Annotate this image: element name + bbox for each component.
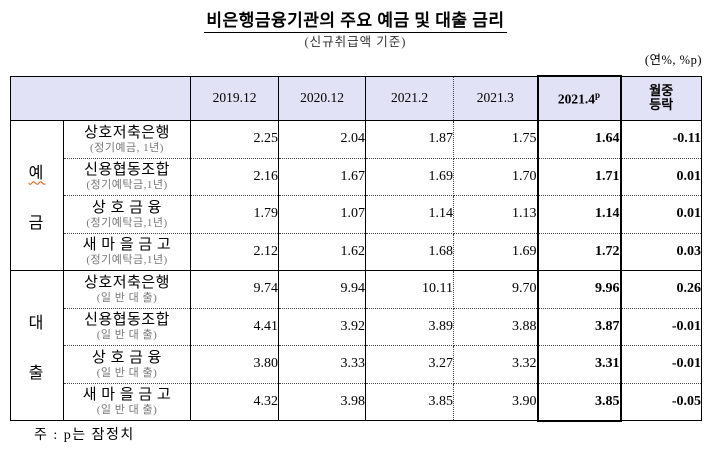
column-header-2019-12: 2019.12 (190, 75, 279, 121)
change-cell: -0.11 (620, 120, 702, 159)
rate-cell-provisional: 1.71 (536, 158, 622, 196)
table-row: 예 금 상호저축은행 (정기예금, 1년) 2.25 2.04 1.87 1.75… (10, 120, 702, 271)
rate-cell: 1.68 (365, 233, 454, 271)
rate-cell: 1.14 (365, 195, 454, 234)
table-row: 새 마 을 금 고 (정기예탁금,1년) 2.12 1.62 1.68 1.69 … (11, 233, 702, 271)
table-row: 대 출 상호저축은행 (일 반 대 출) 9.74 9.94 10.11 9.70… (10, 270, 702, 421)
rate-cell-provisional: 9.96 (536, 270, 622, 309)
rate-cell: 3.80 (190, 345, 279, 384)
row-label: 새 마 을 금 고 (정기예탁금,1년) (63, 233, 191, 271)
change-cell: 0.01 (620, 195, 702, 234)
rate-cell: 9.74 (190, 270, 279, 309)
row-label: 신용협동조합 (일 반 대 출) (63, 308, 191, 346)
column-header-2021-2: 2021.2 (365, 75, 454, 121)
rate-cell: 1.62 (278, 233, 366, 271)
footnote: 주 : p는 잠정치 (34, 428, 135, 443)
header-row: 2019.12 2020.12 2021.2 2021.3 2021.4p 월중… (10, 75, 702, 121)
rate-cell-provisional: 1.14 (536, 195, 622, 234)
provisional-superscript: p (595, 89, 601, 100)
row-label: 상호저축은행 (정기예금, 1년) (63, 120, 191, 159)
rate-cell: 3.88 (453, 308, 539, 346)
rate-cell-provisional: 3.31 (536, 345, 622, 384)
rate-cell: 2.16 (190, 158, 279, 196)
rate-cell: 1.69 (365, 158, 454, 196)
table-row: 신용협동조합 (정기예탁금,1년) 2.16 1.67 1.69 1.70 1.7… (11, 158, 702, 196)
rate-cell: 1.79 (190, 195, 279, 234)
rate-cell: 3.33 (278, 345, 366, 384)
rate-cell: 3.98 (278, 383, 366, 421)
rate-cell: 2.12 (190, 233, 279, 271)
rate-cell: 1.69 (453, 233, 539, 271)
rate-cell: 3.27 (365, 345, 454, 384)
rate-cell: 1.75 (453, 120, 539, 159)
change-cell: -0.05 (620, 383, 702, 421)
unit-note: (연%, %p) (644, 53, 702, 67)
rate-cell-provisional: 1.64 (536, 120, 622, 159)
row-label: 신용협동조합 (정기예탁금,1년) (63, 158, 191, 196)
rate-cell: 3.85 (365, 383, 454, 421)
rate-cell: 4.32 (190, 383, 279, 421)
rate-cell: 3.92 (278, 308, 366, 346)
rate-cell: 1.87 (365, 120, 454, 159)
table-row: 신용협동조합 (일 반 대 출) 4.41 3.92 3.89 3.88 3.87… (11, 308, 702, 346)
rate-cell: 9.94 (278, 270, 366, 309)
column-header-2021-4-label: 2021.4 (557, 91, 596, 107)
column-header-2021-4p: 2021.4p (536, 75, 622, 121)
page-title: 비은행금융기관의 주요 예금 및 대출 금리 (0, 6, 711, 33)
rate-cell: 1.70 (453, 158, 539, 196)
row-label: 상호저축은행 (일 반 대 출) (63, 270, 191, 309)
rate-cell: 2.04 (278, 120, 366, 159)
row-group-label-loan: 대 출 (10, 270, 64, 421)
row-group-label-deposit: 예 금 (10, 120, 64, 271)
table-row: 상 호 금 융 (일 반 대 출) 3.80 3.33 3.27 3.32 3.3… (11, 345, 702, 384)
rates-table: 2019.12 2020.12 2021.2 2021.3 2021.4p 월중… (10, 75, 702, 422)
rate-cell: 1.07 (278, 195, 366, 234)
page-subtitle: (신규취급액 기준) (304, 35, 407, 49)
column-header-monthly-change: 월중 등락 (620, 75, 702, 121)
change-cell: 0.01 (620, 158, 702, 196)
rate-cell: 3.90 (453, 383, 539, 421)
rate-cell: 3.89 (365, 308, 454, 346)
rate-cell-provisional: 1.72 (536, 233, 622, 271)
rate-cell: 1.67 (278, 158, 366, 196)
rate-cell-provisional: 3.85 (536, 383, 622, 422)
header-empty-cell (10, 75, 191, 121)
rate-cell: 10.11 (365, 270, 454, 309)
row-label: 상 호 금 융 (일 반 대 출) (63, 345, 191, 384)
change-cell: -0.01 (620, 345, 702, 384)
change-cell: 0.26 (620, 270, 702, 309)
row-label: 새 마 을 금 고 (일 반 대 출) (63, 383, 191, 421)
column-header-2021-3: 2021.3 (453, 75, 539, 121)
rate-cell: 3.32 (453, 345, 539, 384)
column-header-2020-12: 2020.12 (278, 75, 366, 121)
change-cell: 0.03 (620, 233, 702, 271)
rate-cell: 2.25 (190, 120, 279, 159)
table-row: 새 마 을 금 고 (일 반 대 출) 4.32 3.98 3.85 3.90 3… (11, 383, 702, 422)
rate-cell: 1.13 (453, 195, 539, 234)
change-cell: -0.01 (620, 308, 702, 346)
rate-cell: 9.70 (453, 270, 539, 309)
rate-cell: 4.41 (190, 308, 279, 346)
rate-cell-provisional: 3.87 (536, 308, 622, 346)
row-label: 상 호 금 융 (정기예탁금,1년) (63, 195, 191, 234)
table-row: 상 호 금 융 (정기예탁금,1년) 1.79 1.07 1.14 1.13 1.… (11, 195, 702, 234)
